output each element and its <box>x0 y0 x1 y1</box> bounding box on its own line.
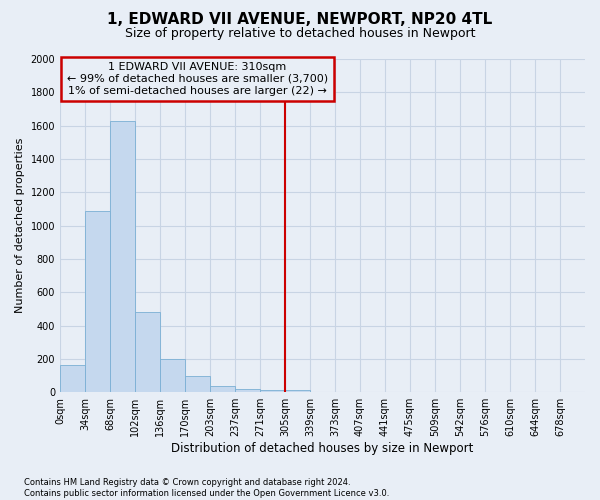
Bar <box>260 390 285 392</box>
Bar <box>60 364 85 392</box>
Text: 1, EDWARD VII AVENUE, NEWPORT, NP20 4TL: 1, EDWARD VII AVENUE, NEWPORT, NP20 4TL <box>107 12 493 28</box>
X-axis label: Distribution of detached houses by size in Newport: Distribution of detached houses by size … <box>172 442 474 455</box>
Bar <box>285 390 310 392</box>
Text: Size of property relative to detached houses in Newport: Size of property relative to detached ho… <box>125 28 475 40</box>
Y-axis label: Number of detached properties: Number of detached properties <box>15 138 25 314</box>
Text: 1 EDWARD VII AVENUE: 310sqm
← 99% of detached houses are smaller (3,700)
1% of s: 1 EDWARD VII AVENUE: 310sqm ← 99% of det… <box>67 62 328 96</box>
Bar <box>85 210 110 392</box>
Bar <box>160 359 185 392</box>
Text: Contains HM Land Registry data © Crown copyright and database right 2024.
Contai: Contains HM Land Registry data © Crown c… <box>24 478 389 498</box>
Bar <box>235 389 260 392</box>
Bar <box>210 386 235 392</box>
Bar <box>135 312 160 392</box>
Bar <box>110 122 135 392</box>
Bar <box>185 376 210 392</box>
